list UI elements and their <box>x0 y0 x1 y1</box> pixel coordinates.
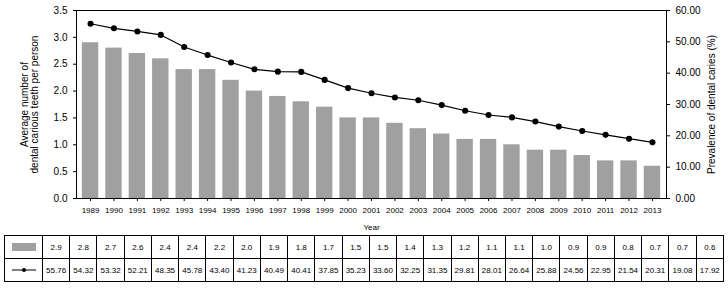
html-text:0.7: 0.7 <box>676 242 689 252</box>
svg-text:10.00: 10.00 <box>676 161 701 172</box>
html-text:1.7: 1.7 <box>322 242 334 252</box>
svg-text:0.0: 0.0 <box>54 193 68 204</box>
html-text:1.1: 1.1 <box>513 242 525 252</box>
svg-text:1989: 1989 <box>82 206 100 215</box>
html-text:2.7: 2.7 <box>105 242 117 252</box>
svg-text:2009: 2009 <box>550 206 568 215</box>
svg-text:2.0: 2.0 <box>54 85 68 96</box>
svg-text:2.5: 2.5 <box>54 58 68 69</box>
html-text:41.23: 41.23 <box>236 265 257 275</box>
svg-text:1998: 1998 <box>292 206 310 215</box>
svg-text:3.5: 3.5 <box>54 5 68 16</box>
html-text:2.6: 2.6 <box>132 242 144 252</box>
svg-text:1.0: 1.0 <box>54 139 68 150</box>
html-text:45.78: 45.78 <box>182 265 203 275</box>
html-text:1.5: 1.5 <box>377 242 389 252</box>
svg-text:2005: 2005 <box>456 206 474 215</box>
html-text:53.32: 53.32 <box>100 265 121 275</box>
svg-text:1995: 1995 <box>222 206 240 215</box>
html-text:1.8: 1.8 <box>295 242 307 252</box>
svg-text:1997: 1997 <box>269 206 287 215</box>
svg-text:2001: 2001 <box>363 206 381 215</box>
html-text:1.2: 1.2 <box>459 242 471 252</box>
html-text:21.54: 21.54 <box>618 265 638 275</box>
svg-text:0.00: 0.00 <box>676 193 696 204</box>
svg-text:2004: 2004 <box>433 206 451 215</box>
svg-text:20.00: 20.00 <box>676 130 701 141</box>
html-text:0.9: 0.9 <box>595 242 607 252</box>
html-text:26.64: 26.64 <box>509 265 530 275</box>
svg-text:Prevalence of dental caries (%: Prevalence of dental caries (%) <box>706 35 717 174</box>
html-text:0.6: 0.6 <box>704 242 716 252</box>
html-text:33.60: 33.60 <box>372 265 393 275</box>
html-text:1.3: 1.3 <box>431 242 443 252</box>
svg-text:2011: 2011 <box>597 206 615 215</box>
svg-text:Average number ofdental cariou: Average number ofdental carious teeth pe… <box>19 36 40 174</box>
svg-text:2007: 2007 <box>503 206 521 215</box>
html-text:35.23: 35.23 <box>345 265 366 275</box>
html-text:0.7: 0.7 <box>649 242 661 252</box>
html-text:1.9: 1.9 <box>268 242 280 252</box>
svg-text:1991: 1991 <box>128 206 146 215</box>
html-text:52.21: 52.21 <box>127 265 148 275</box>
html-text:24.56: 24.56 <box>563 265 584 275</box>
svg-text:1999: 1999 <box>316 206 334 215</box>
html-text:17.92: 17.92 <box>699 265 720 275</box>
html-text:48.35: 48.35 <box>155 265 176 275</box>
html-text:37.85: 37.85 <box>318 265 339 275</box>
svg-text:1994: 1994 <box>199 206 217 215</box>
html-text:0.8: 0.8 <box>622 242 634 252</box>
html-text:1.5: 1.5 <box>350 242 362 252</box>
html-text:54.32: 54.32 <box>73 265 94 275</box>
html-text:1.0: 1.0 <box>540 242 552 252</box>
svg-text:60.00: 60.00 <box>676 5 701 16</box>
svg-text:Year: Year <box>363 223 380 232</box>
svg-text:2000: 2000 <box>339 206 357 215</box>
svg-text:2013: 2013 <box>644 206 662 215</box>
html-text:31.35: 31.35 <box>427 265 448 275</box>
html-text:2.9: 2.9 <box>50 242 62 252</box>
html-text:2.4: 2.4 <box>186 242 198 252</box>
svg-text:2008: 2008 <box>526 206 544 215</box>
html-text:40.41: 40.41 <box>291 265 312 275</box>
html-text:2.8: 2.8 <box>77 242 89 252</box>
svg-text:40.00: 40.00 <box>676 67 701 78</box>
html-text:20.31: 20.31 <box>645 265 666 275</box>
html-text:1.1: 1.1 <box>486 242 498 252</box>
svg-text:0.5: 0.5 <box>54 166 68 177</box>
svg-text:1990: 1990 <box>105 206 123 215</box>
html-text:43.40: 43.40 <box>209 265 230 275</box>
html-text:32.25: 32.25 <box>400 265 421 275</box>
svg-text:2002: 2002 <box>386 206 404 215</box>
svg-text:30.00: 30.00 <box>676 99 701 110</box>
svg-text:2003: 2003 <box>409 206 427 215</box>
html-text:40.49: 40.49 <box>264 265 284 275</box>
svg-text:50.00: 50.00 <box>676 36 701 47</box>
svg-text:1.5: 1.5 <box>54 112 68 123</box>
html-text:25.88: 25.88 <box>536 265 557 275</box>
svg-text:1993: 1993 <box>175 206 193 215</box>
svg-text:1996: 1996 <box>246 206 264 215</box>
html-text:28.01: 28.01 <box>481 265 502 275</box>
svg-text:2012: 2012 <box>620 206 638 215</box>
html-text:22.95: 22.95 <box>590 265 611 275</box>
svg-text:2006: 2006 <box>480 206 498 215</box>
html-text:2.0: 2.0 <box>241 242 253 252</box>
svg-text:3.0: 3.0 <box>54 32 68 43</box>
svg-text:1992: 1992 <box>152 206 170 215</box>
html-text:55.76: 55.76 <box>46 265 67 275</box>
html-text:1.4: 1.4 <box>404 242 416 252</box>
html-text:0.9: 0.9 <box>568 242 580 252</box>
html-text:2.4: 2.4 <box>159 242 171 252</box>
html-text:19.08: 19.08 <box>672 265 693 275</box>
html-text:2.2: 2.2 <box>214 242 226 252</box>
html-text:29.81: 29.81 <box>454 265 475 275</box>
svg-text:2010: 2010 <box>573 206 591 215</box>
